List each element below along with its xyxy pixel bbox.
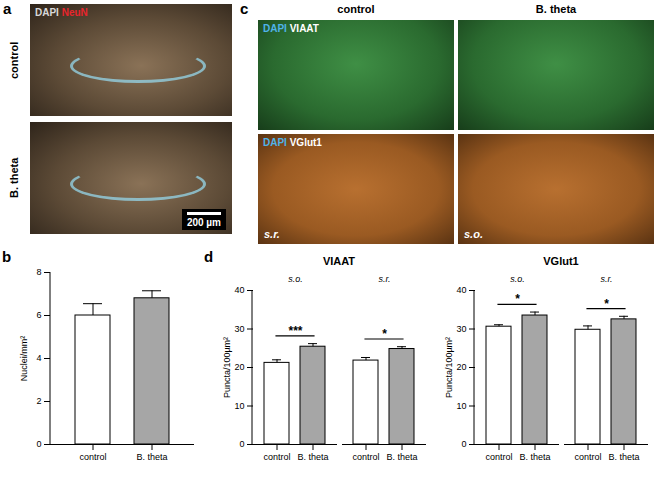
html-text:DAPI VGlut1: DAPI VGlut1	[263, 137, 322, 148]
svg-text:2: 2	[36, 396, 41, 406]
svg-text:B. theta: B. theta	[136, 452, 167, 462]
svg-text:0: 0	[36, 439, 41, 449]
svg-text:B. theta: B. theta	[608, 452, 639, 462]
html-text:b: b	[2, 248, 12, 265]
svg-text:30: 30	[234, 324, 244, 334]
html-text:c: c	[240, 0, 249, 17]
svg-text:B. theta: B. theta	[297, 452, 328, 462]
svg-text:0: 0	[239, 439, 244, 449]
svg-text:*: *	[515, 292, 520, 306]
svg-text:Puncta/100µm²: Puncta/100µm²	[222, 337, 232, 398]
svg-text:20: 20	[234, 362, 244, 372]
svg-text:20: 20	[456, 362, 466, 372]
html-text:s.r.: s.r.	[264, 228, 280, 240]
html-text:VGlut1: VGlut1	[543, 255, 579, 267]
svg-text:Puncta/100µm²: Puncta/100µm²	[444, 337, 454, 398]
html-text:DAPI VIAAT: DAPI VIAAT	[263, 23, 319, 34]
svg-text:control: control	[574, 452, 601, 462]
html-text:B. theta: B. theta	[535, 3, 577, 15]
svg-text:6: 6	[36, 310, 41, 320]
svg-text:B. theta: B. theta	[386, 452, 417, 462]
svg-text:control: control	[485, 452, 512, 462]
html-text:d: d	[204, 248, 214, 265]
svg-text:40: 40	[456, 285, 466, 295]
html-text:control: control	[337, 3, 375, 15]
svg-text:control: control	[263, 452, 290, 462]
svg-text:4: 4	[36, 353, 41, 363]
svg-text:s.o.: s.o.	[510, 274, 525, 284]
svg-text:10: 10	[234, 401, 244, 411]
svg-text:40: 40	[234, 285, 244, 295]
svg-text:30: 30	[456, 324, 466, 334]
svg-text:8: 8	[36, 267, 41, 277]
html-text:VIAAT: VIAAT	[322, 255, 356, 267]
svg-text:control: control	[79, 452, 106, 462]
html-text:B. theta: B. theta	[8, 157, 20, 199]
html-text:s.o.: s.o.	[464, 228, 483, 240]
svg-text:*: *	[604, 297, 609, 311]
svg-text:B. theta: B. theta	[519, 452, 550, 462]
svg-text:s.r.: s.r.	[600, 274, 612, 284]
html-text:control: control	[8, 41, 20, 79]
svg-text:*: *	[382, 327, 387, 341]
html-text:DAPI NeuN: DAPI NeuN	[35, 7, 88, 18]
svg-text:0: 0	[461, 439, 466, 449]
html-text:200 µm: 200 µm	[186, 217, 221, 228]
html-text:a: a	[3, 0, 12, 17]
svg-text:***: ***	[288, 324, 302, 338]
svg-text:s.r.: s.r.	[378, 274, 390, 284]
svg-text:10: 10	[456, 401, 466, 411]
svg-text:s.o.: s.o.	[288, 274, 303, 284]
svg-text:control: control	[352, 452, 379, 462]
svg-text:Nuclei/mm²: Nuclei/mm²	[19, 336, 29, 382]
